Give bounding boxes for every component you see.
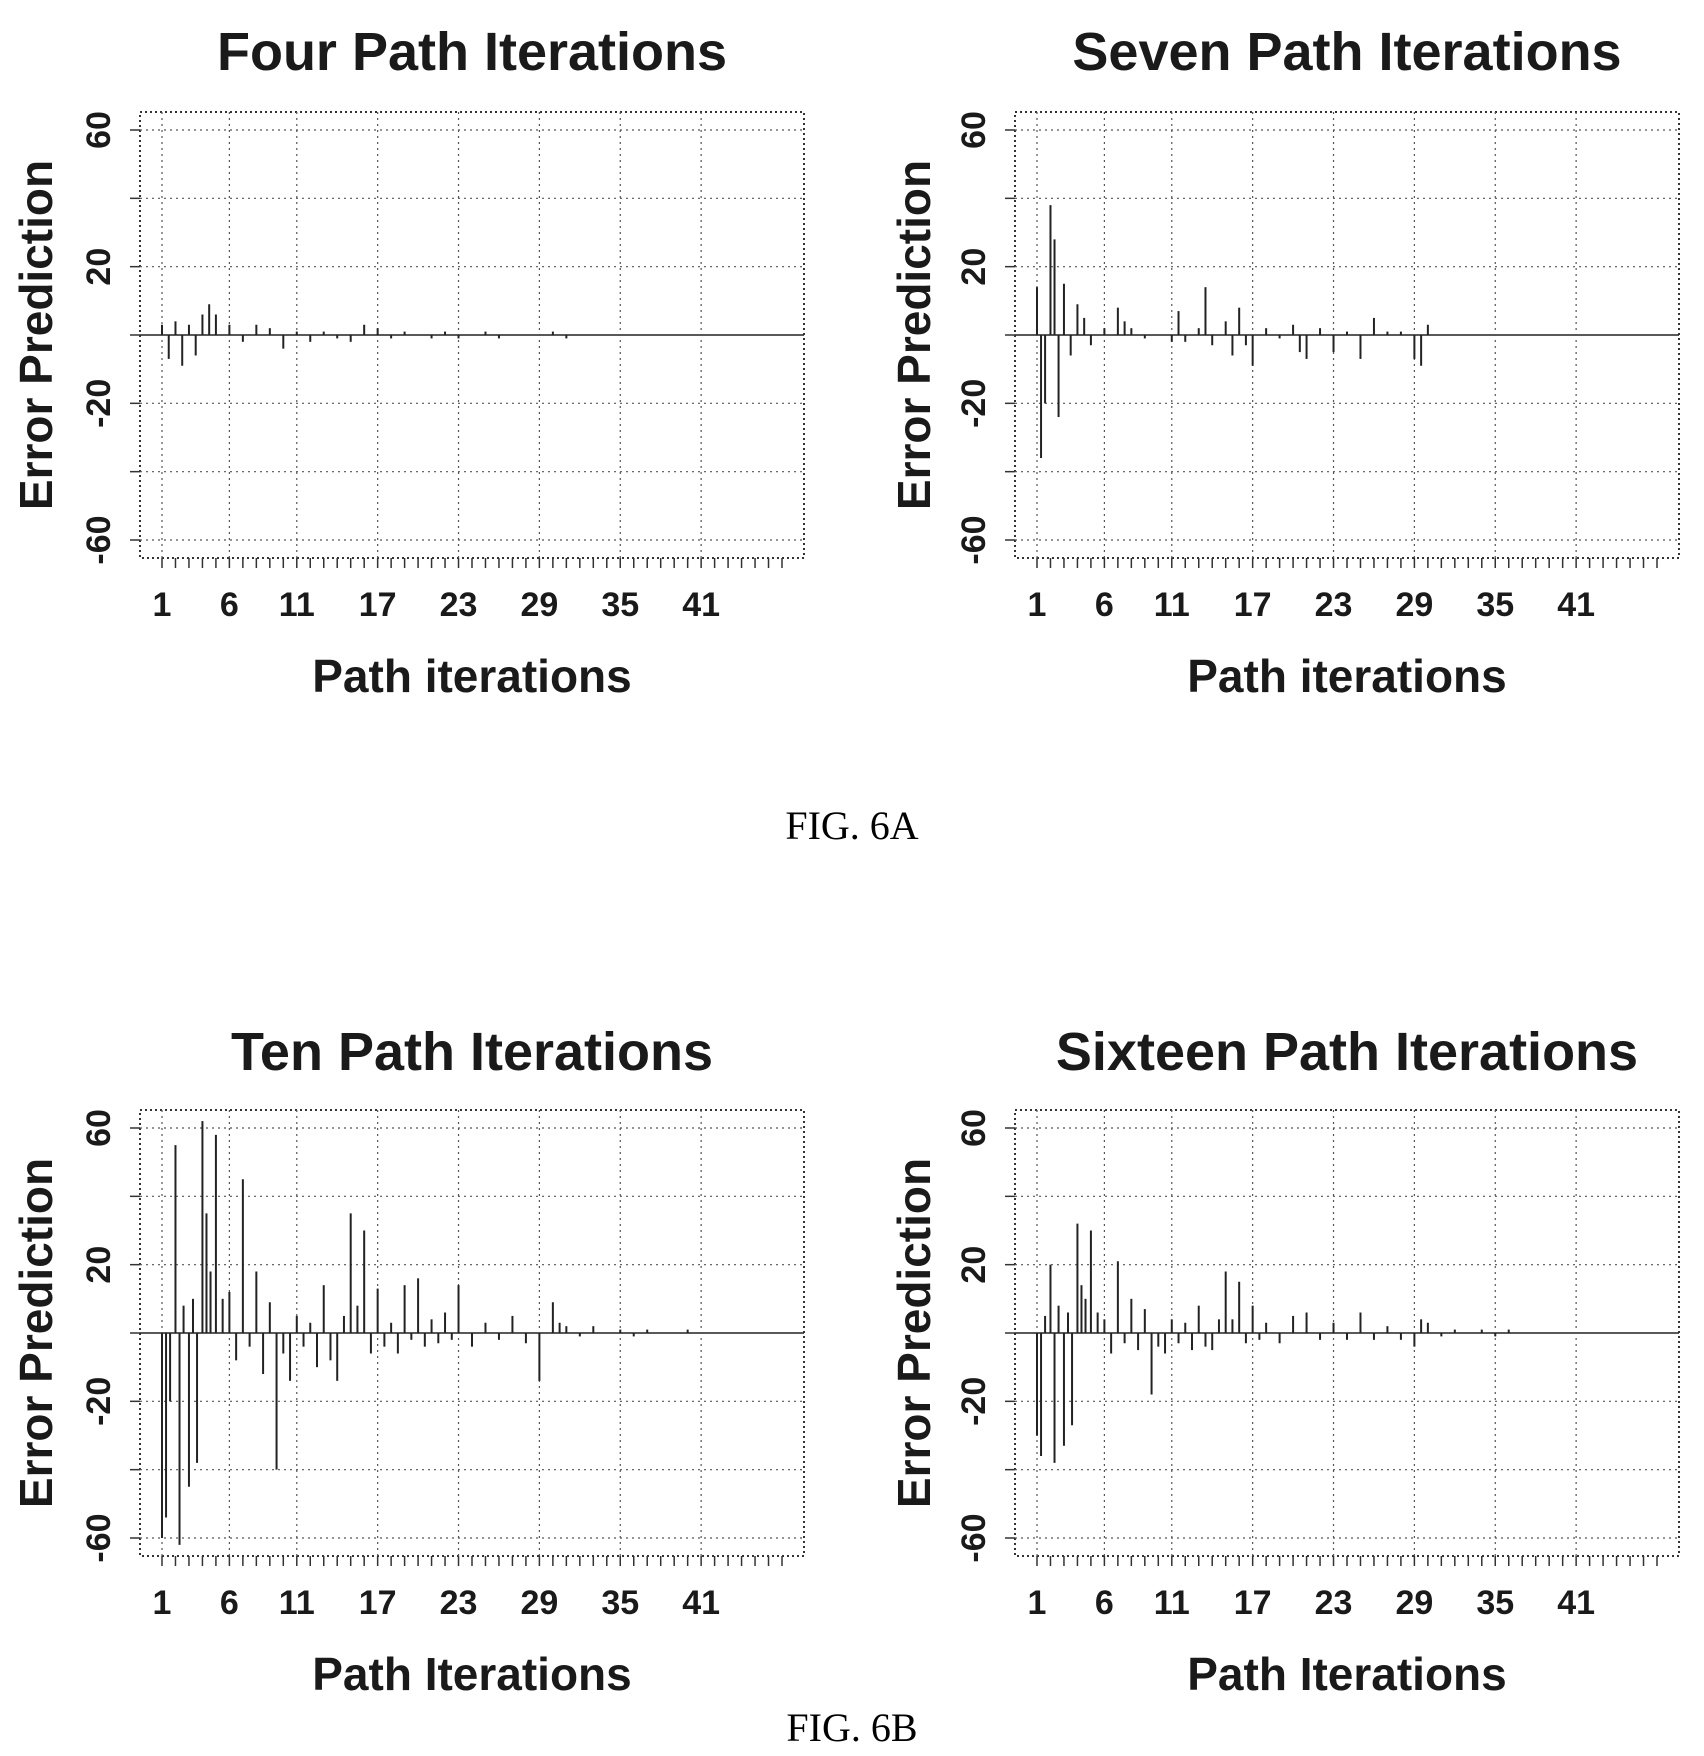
x-tick-label: 35 — [601, 1584, 639, 1622]
x-tick-label: 41 — [682, 586, 720, 624]
chart-title: Four Path Iterations — [217, 22, 727, 82]
y-tick-label: 60 — [80, 1109, 118, 1147]
x-axis-label: Path iterations — [1187, 650, 1507, 702]
x-tick-label: 11 — [279, 586, 315, 624]
x-tick-label: 6 — [1095, 586, 1114, 624]
y-tick-label: 20 — [955, 248, 993, 286]
y-tick-label: -60 — [80, 1513, 118, 1562]
x-tick-label: 29 — [1395, 1584, 1433, 1622]
y-tick-label: -20 — [955, 1377, 993, 1426]
y-axis-label: Error Prediction — [10, 1158, 62, 1508]
y-tick-label: 20 — [955, 1246, 993, 1284]
y-tick-label: 20 — [80, 1246, 118, 1284]
figure-caption-6b: FIG. 6B — [786, 1705, 917, 1750]
chart-ten-path-iterations: Ten Path Iterations 60 20 -20 -60 1 6 11 17 23 29 3… — [10, 1022, 805, 1700]
x-tick-label: 23 — [1315, 586, 1353, 624]
chart-sixteen-path-iterations: Sixteen Path Iterations 60 20 -20 -60 1 6 11 17 2… — [888, 1022, 1680, 1700]
y-tick-label: 60 — [80, 111, 118, 149]
x-tick-label: 35 — [601, 586, 639, 624]
x-tick-label: 29 — [520, 1584, 558, 1622]
chart-title: Ten Path Iterations — [231, 1022, 713, 1082]
x-axis-label: Path iterations — [312, 650, 632, 702]
x-axis-label: Path Iterations — [1187, 1648, 1507, 1700]
x-tick-label: 6 — [1095, 1584, 1114, 1622]
x-tick-label: 1 — [153, 1584, 172, 1622]
x-tick-label: 23 — [1315, 1584, 1353, 1622]
x-tick-label: 35 — [1476, 1584, 1514, 1622]
x-tick-label: 29 — [520, 586, 558, 624]
x-tick-label: 41 — [682, 1584, 720, 1622]
y-tick-label: -60 — [955, 515, 993, 564]
y-tick-label: -60 — [80, 515, 118, 564]
x-tick-label: 1 — [1028, 586, 1047, 624]
x-tick-label: 17 — [359, 1584, 397, 1622]
x-tick-label: 23 — [440, 1584, 478, 1622]
x-tick-label: 1 — [153, 586, 172, 624]
figure-caption-6a: FIG. 6A — [785, 803, 918, 848]
x-tick-label: 6 — [220, 1584, 239, 1622]
x-tick-label: 23 — [440, 586, 478, 624]
x-tick-label: 11 — [1154, 586, 1190, 624]
y-tick-label: 60 — [955, 1109, 993, 1147]
x-tick-label: 41 — [1557, 1584, 1595, 1622]
y-tick-label: -20 — [955, 379, 993, 428]
x-tick-label: 35 — [1476, 586, 1514, 624]
y-axis-label: Error Prediction — [10, 160, 62, 510]
x-tick-label: 17 — [359, 586, 397, 624]
x-tick-label: 6 — [220, 586, 239, 624]
x-axis-label: Path Iterations — [312, 1648, 632, 1700]
x-tick-label: 1 — [1028, 1584, 1047, 1622]
chart-seven-path-iterations: Seven Path Iterations 60 20 -20 -60 1 6 11 17 23 2… — [888, 22, 1680, 702]
y-tick-label: 60 — [955, 111, 993, 149]
x-tick-label: 11 — [1154, 1584, 1190, 1622]
y-axis-label: Error Prediction — [888, 1158, 940, 1508]
chart-title: Seven Path Iterations — [1072, 22, 1621, 82]
x-tick-label: 29 — [1395, 586, 1433, 624]
y-tick-label: -20 — [80, 1377, 118, 1426]
x-tick-label: 17 — [1234, 586, 1272, 624]
y-tick-label: -20 — [80, 379, 118, 428]
chart-title: Sixteen Path Iterations — [1056, 1022, 1638, 1082]
x-tick-label: 11 — [279, 1584, 315, 1622]
y-tick-label: 20 — [80, 248, 118, 286]
chart-four-path-iterations: Four Path Iterations 60 20 -20 -60 1 6 11 17 23 29… — [10, 22, 805, 702]
x-tick-label: 41 — [1557, 586, 1595, 624]
y-axis-label: Error Prediction — [888, 160, 940, 510]
x-tick-label: 17 — [1234, 1584, 1272, 1622]
y-tick-label: -60 — [955, 1513, 993, 1562]
